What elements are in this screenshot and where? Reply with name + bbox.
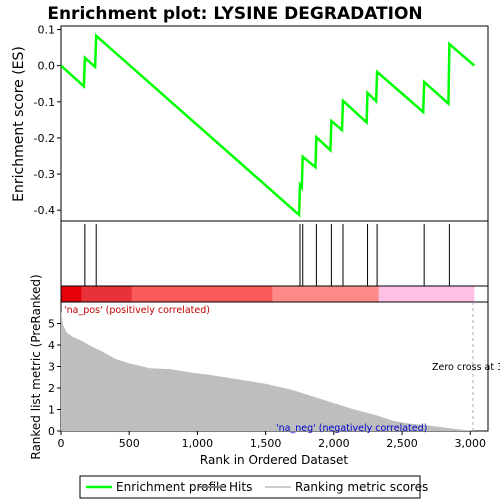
metric-ytick-label: 4 [48, 339, 55, 352]
xtick-label: 500 [119, 437, 140, 450]
hits-panel [60, 220, 489, 287]
es-panel: -0.4 -0.3 -0.2 -0.1 0.0 0.1 Enrichment score … [11, 24, 489, 222]
positive-label: 'na_pos' (positively correlated) [64, 305, 210, 316]
es-ytick-label: -0.2 [34, 132, 55, 145]
metric-ytick-label: 2 [48, 382, 55, 395]
legend-label: Enrichment profile [116, 480, 227, 494]
metric-ytick-label: 3 [48, 361, 55, 374]
metric-ytick-label: 5 [48, 318, 55, 331]
xtick-label: 2,500 [386, 437, 418, 450]
color-bar-segment [131, 286, 273, 302]
es-ytick-label: 0.1 [38, 24, 56, 37]
xtick-label: 0 [58, 437, 65, 450]
color-bar-segment [81, 286, 132, 302]
ranking-metric-area [61, 310, 475, 431]
es-ytick-label: -0.1 [34, 96, 55, 109]
es-axis-label: Enrichment score (ES) [11, 46, 27, 202]
es-ytick-label: -0.4 [34, 204, 55, 217]
xtick-label: 1,000 [182, 437, 214, 450]
es-ytick-label: 0.0 [38, 60, 56, 73]
zero-cross-label: Zero cross at 3020 [432, 362, 500, 373]
chart-title: Enrichment plot: LYSINE DEGRADATION [47, 4, 422, 24]
metric-ytick-label: 0 [48, 425, 55, 438]
color-bar-segment [378, 286, 475, 302]
enrichment-profile-line [60, 33, 476, 218]
xtick-label: 1,500 [250, 437, 282, 450]
metric-axis-label: Ranked list metric (PreRanked) [29, 274, 43, 459]
xtick-label: 3,000 [455, 437, 487, 450]
negative-label: 'na_neg' (negatively correlated) [276, 423, 427, 434]
legend-label: Ranking metric scores [295, 480, 428, 494]
metric-ytick-label: 1 [48, 404, 55, 417]
es-ytick-label: -0.3 [34, 168, 55, 181]
legend: Enrichment profile Hits Ranking metric sco… [79, 475, 428, 499]
legend-label: Hits [229, 480, 252, 494]
xtick-label: 2,000 [318, 437, 350, 450]
color-bar-segment [272, 286, 379, 302]
color-bar-segment [61, 286, 82, 302]
rank-color-bar [60, 285, 489, 303]
x-axis-label: Rank in Ordered Dataset [200, 453, 348, 467]
